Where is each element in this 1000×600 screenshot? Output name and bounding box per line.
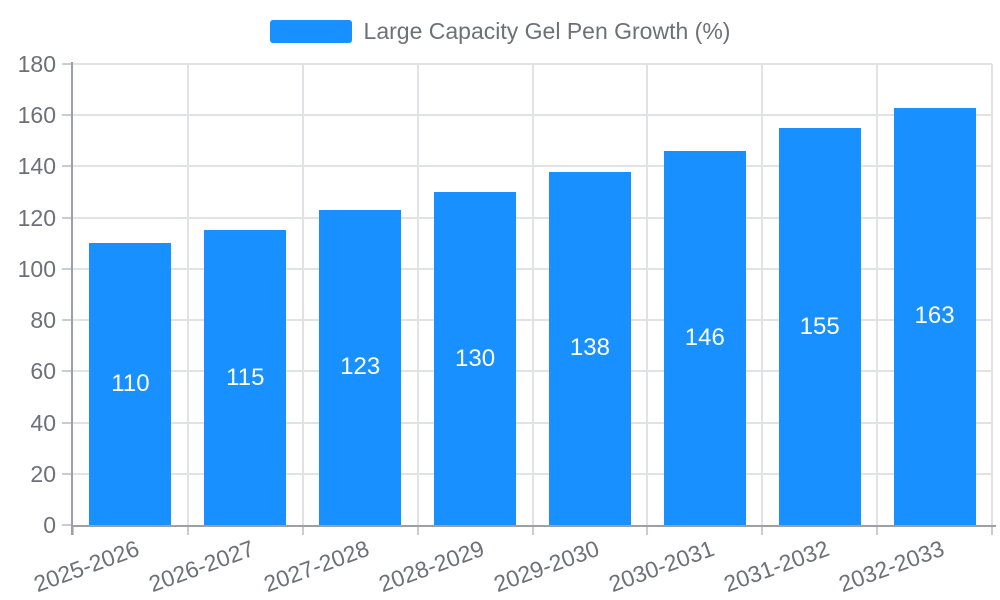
bar-value-label: 146 <box>684 324 725 352</box>
y-axis-tick-label: 80 <box>30 307 56 334</box>
y-axis-line <box>71 62 73 535</box>
y-axis-tick <box>62 267 71 270</box>
bar[interactable] <box>89 243 172 525</box>
bar[interactable] <box>778 128 861 525</box>
x-axis-label: 2032-2033 <box>834 535 948 598</box>
y-axis-tick <box>62 216 71 219</box>
y-axis-tick-label: 140 <box>17 153 56 180</box>
x-axis-tick <box>416 527 419 535</box>
y-axis-tick <box>62 319 71 322</box>
grid-line-vertical <box>761 64 764 525</box>
bar[interactable] <box>548 171 631 525</box>
x-axis-tick <box>761 527 764 535</box>
x-axis-tick <box>186 527 189 535</box>
x-axis-tick <box>876 527 879 535</box>
x-axis-label: 2028-2029 <box>375 535 488 598</box>
x-axis-tick <box>72 527 74 535</box>
x-axis-line <box>71 525 996 527</box>
grid-line-vertical <box>991 64 993 525</box>
y-axis-tick <box>62 524 71 526</box>
grid-line-vertical <box>416 64 419 525</box>
y-axis-tick-label: 100 <box>17 255 56 282</box>
x-axis-label: 2030-2031 <box>605 535 718 598</box>
grid-line-vertical <box>876 64 879 525</box>
bar-value-label: 163 <box>914 302 955 330</box>
y-axis-tick <box>62 114 71 117</box>
legend-item[interactable]: Large Capacity Gel Pen Growth (%) <box>0 19 1000 44</box>
bar-value-label: 110 <box>111 370 150 398</box>
x-axis-tick <box>301 527 304 535</box>
x-axis-label: 2026-2027 <box>145 535 258 598</box>
bar[interactable] <box>663 151 746 525</box>
grid-line-vertical <box>301 64 304 525</box>
bar[interactable] <box>204 230 287 525</box>
y-axis-tick <box>62 370 71 373</box>
bar-value-label: 155 <box>799 312 840 340</box>
grid-line-vertical <box>531 64 534 525</box>
bar-value-label: 130 <box>455 344 496 372</box>
bar[interactable] <box>893 107 976 525</box>
x-axis-tick <box>646 527 649 535</box>
x-axis-tick <box>991 527 993 535</box>
x-axis-label: 2027-2028 <box>260 535 373 598</box>
grid-line-vertical <box>646 64 649 525</box>
y-axis-tick-label: 180 <box>17 51 56 77</box>
bar[interactable] <box>434 192 517 525</box>
y-axis-tick <box>62 63 71 65</box>
bar-value-label: 123 <box>340 353 381 381</box>
grid-line-vertical <box>186 64 189 525</box>
y-axis-tick <box>62 421 71 424</box>
legend-label: Large Capacity Gel Pen Growth (%) <box>363 18 731 44</box>
x-axis-tick <box>531 527 534 535</box>
y-axis-tick-label: 20 <box>30 460 56 487</box>
x-axis-label: 2025-2026 <box>30 535 143 598</box>
y-axis-tick-label: 40 <box>30 409 56 436</box>
x-axis-label: 2031-2032 <box>719 535 833 598</box>
y-axis-tick-label: 60 <box>30 358 56 385</box>
y-axis-tick-label: 160 <box>17 102 56 129</box>
y-axis-tick <box>62 165 71 168</box>
bar[interactable] <box>319 209 402 525</box>
y-axis-tick <box>62 472 71 475</box>
y-axis-tick-label: 0 <box>43 512 56 538</box>
y-axis-tick-label: 120 <box>17 204 56 231</box>
x-axis-label: 2029-2030 <box>490 535 603 598</box>
legend-swatch-icon <box>269 20 352 43</box>
bar-value-label: 138 <box>569 334 610 362</box>
bar-value-label: 115 <box>226 363 265 391</box>
